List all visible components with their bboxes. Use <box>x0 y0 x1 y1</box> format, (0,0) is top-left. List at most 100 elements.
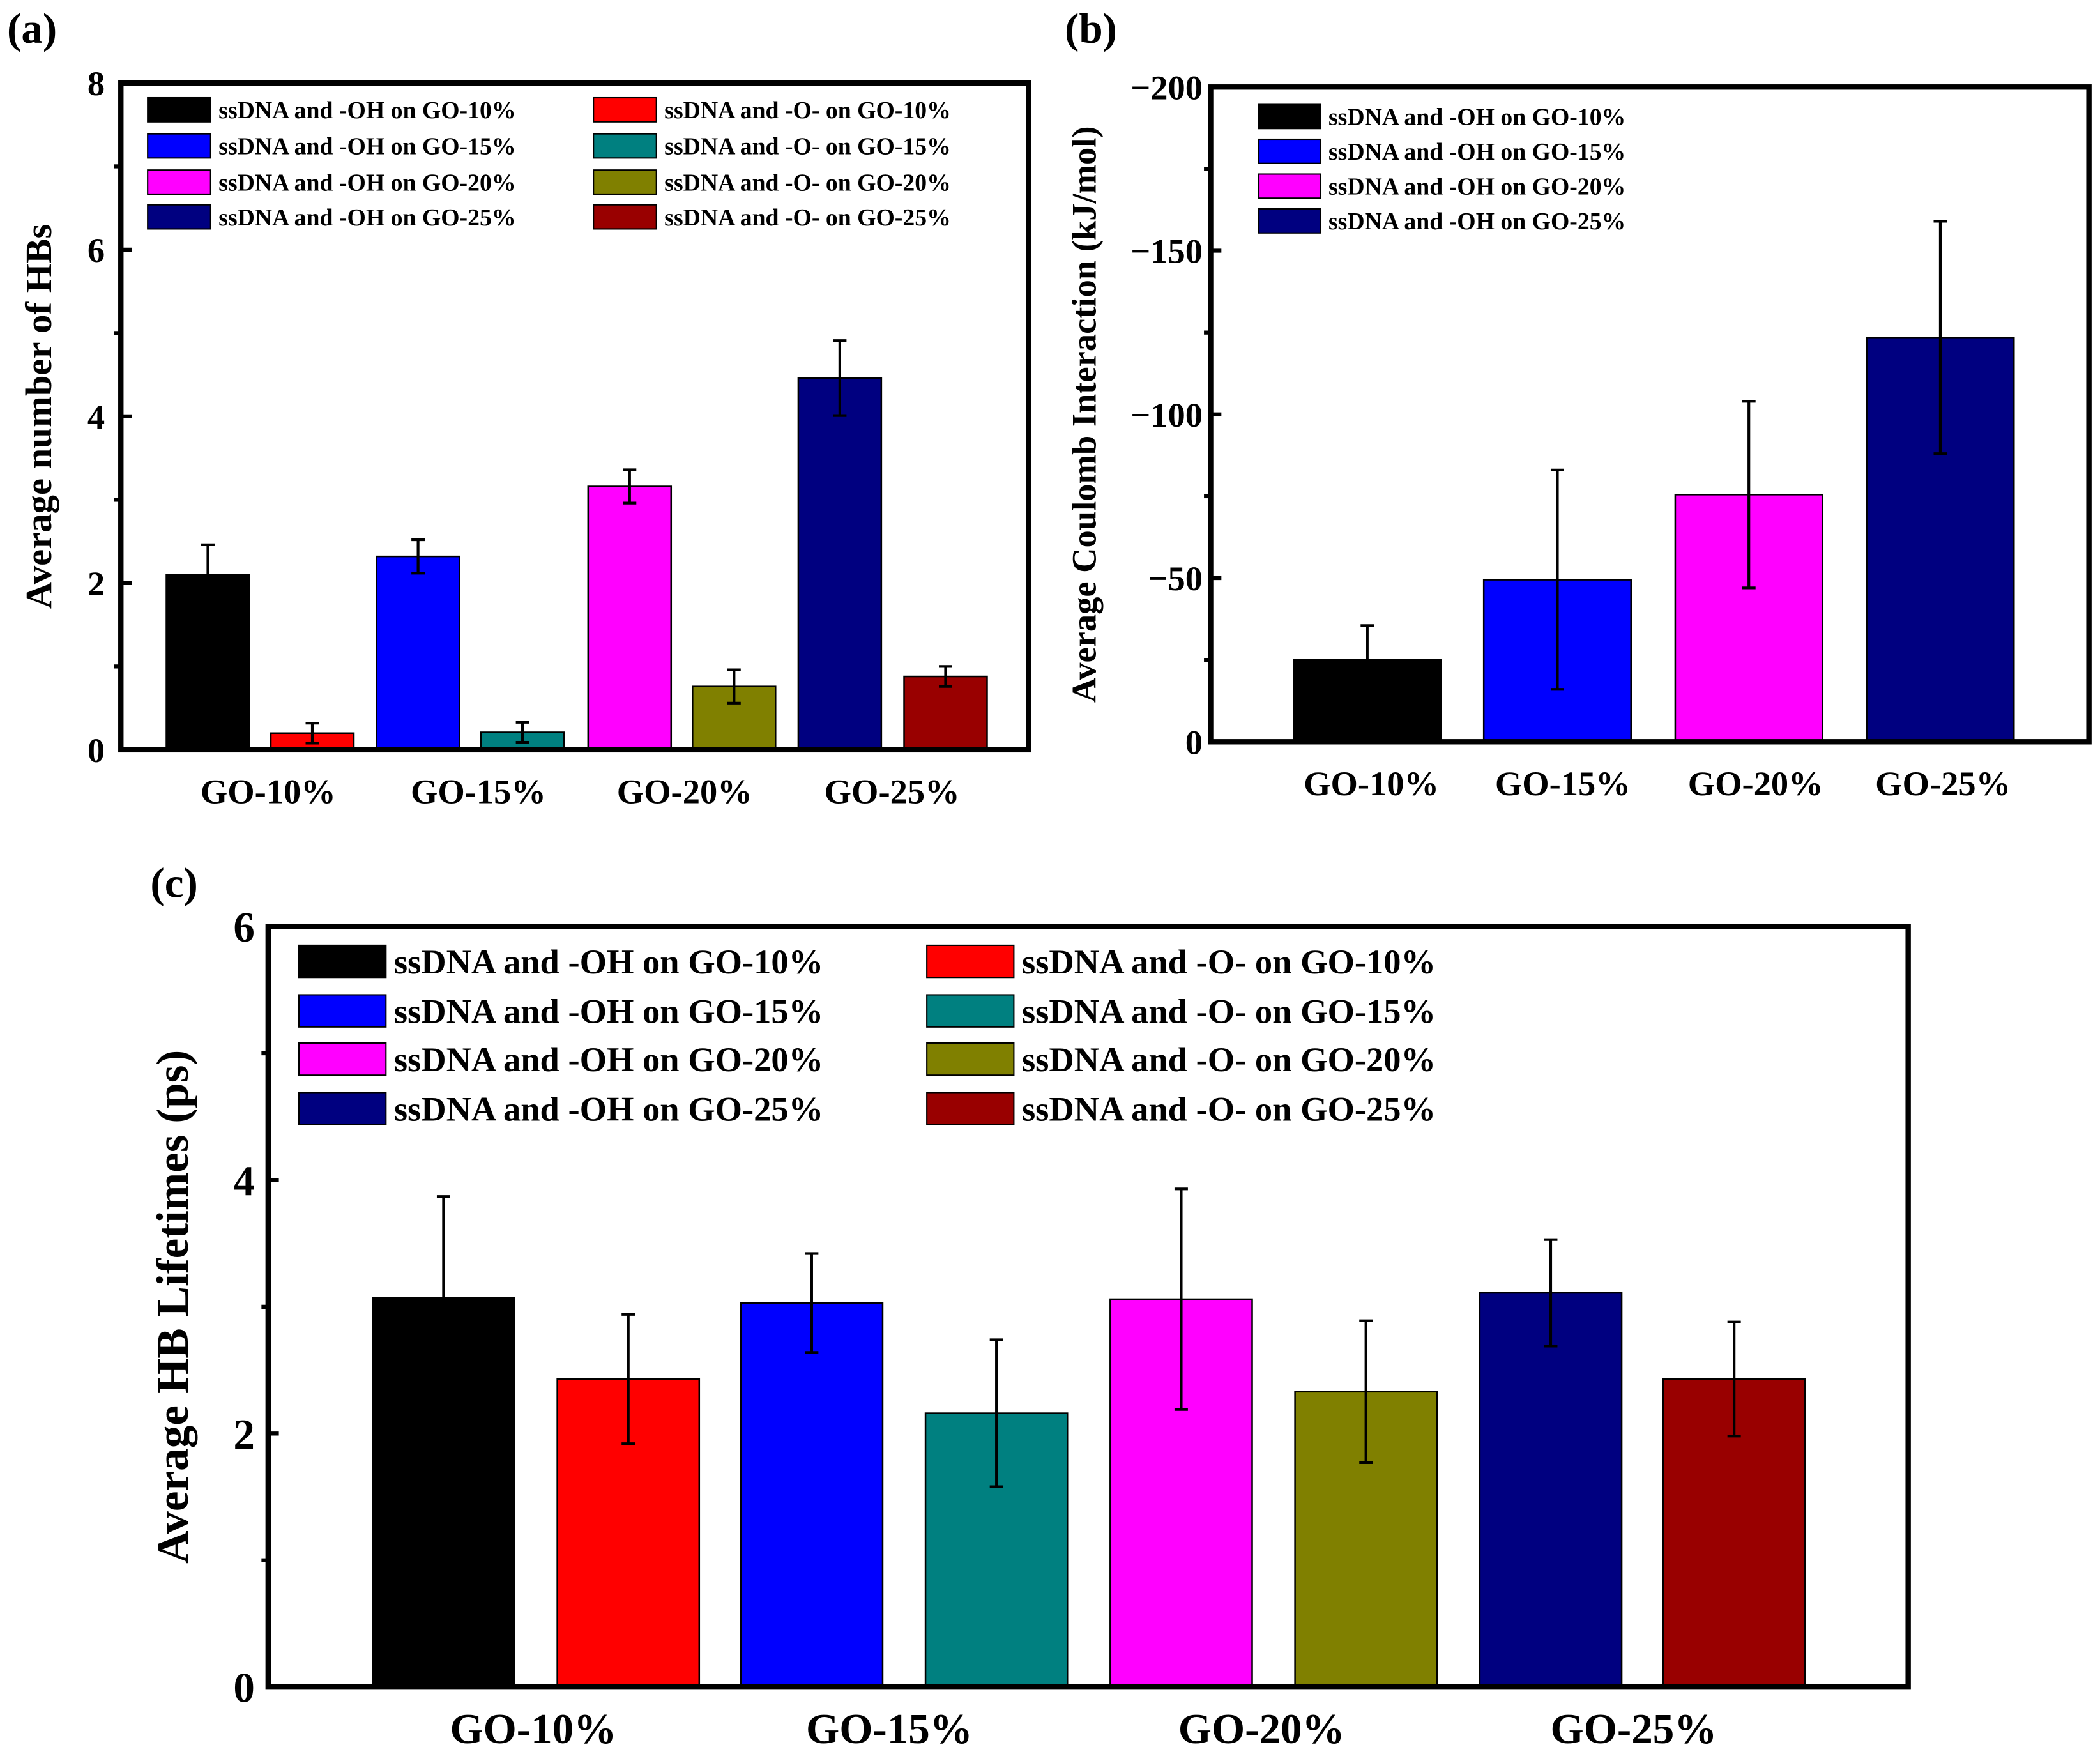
bar-ssdna-and-oh-on-go-25- <box>797 377 883 751</box>
y-axis-label: Average Coulomb Interaction (kJ/mol) <box>1064 126 1103 703</box>
legend-swatch <box>147 96 211 123</box>
y-tick-label: 6 <box>233 903 255 951</box>
error-bar <box>623 468 637 505</box>
error-bar <box>833 339 847 417</box>
x-category-label: GO-20% <box>1688 764 1823 803</box>
legend-item: ssDNA and -OH on GO-25% <box>298 1090 823 1129</box>
legend-item: ssDNA and -OH on GO-20% <box>147 169 516 196</box>
y-tick-label: −100 <box>1130 395 1203 434</box>
error-bar <box>436 1195 450 1401</box>
y-tick-label: 6 <box>88 231 105 270</box>
y-tick-label: 2 <box>88 564 105 603</box>
y-tick-label: 0 <box>1185 722 1203 761</box>
y-tick-label: −150 <box>1130 232 1203 271</box>
legend: ssDNA and -OH on GO-10% ssDNA and -OH on … <box>1258 103 1625 235</box>
error-bar <box>1742 400 1756 590</box>
x-category-label: GO-10% <box>450 1705 616 1753</box>
x-category-label: GO-15% <box>411 772 546 811</box>
legend-swatch <box>593 133 657 159</box>
legend-swatch <box>298 944 387 979</box>
error-bar <box>621 1313 635 1445</box>
legend-item: ssDNA and -OH on GO-20% <box>298 1040 823 1079</box>
legend-item: ssDNA and -OH on GO-10% <box>147 96 516 124</box>
bar-ssdna-and-o-on-go-25- <box>903 675 988 751</box>
legend-item: ssDNA and -O- on GO-10% <box>926 942 1436 981</box>
legend-label: ssDNA and -O- on GO-25% <box>664 204 951 231</box>
legend-label: ssDNA and -OH on GO-20% <box>394 1040 823 1079</box>
x-category-label: GO-15% <box>806 1705 973 1753</box>
bar-ssdna-and-oh-on-go-15- <box>740 1302 884 1688</box>
legend-label: ssDNA and -O- on GO-15% <box>664 133 951 160</box>
x-category-label: GO-25% <box>1551 1705 1717 1753</box>
legend-item: ssDNA and -O- on GO-25% <box>593 204 951 231</box>
legend-item: ssDNA and -OH on GO-20% <box>1258 173 1625 201</box>
legend-swatch <box>926 1092 1015 1125</box>
legend-item: ssDNA and -OH on GO-15% <box>1258 138 1625 165</box>
legend-swatch <box>1258 138 1321 164</box>
error-bar <box>1174 1187 1188 1411</box>
legend-swatch <box>593 169 657 195</box>
y-tick-label: 4 <box>233 1157 255 1205</box>
x-category-label: GO-20% <box>1178 1705 1345 1753</box>
x-category-label: GO-25% <box>1875 764 2011 803</box>
bar-ssdna-and-oh-on-go-20- <box>587 485 673 751</box>
legend-item: ssDNA and -OH on GO-10% <box>298 942 823 981</box>
legend-label: ssDNA and -OH on GO-25% <box>394 1090 823 1129</box>
error-bar <box>989 1338 1003 1488</box>
bar-ssdna-and-oh-on-go-25- <box>1479 1292 1623 1688</box>
error-bar <box>1727 1320 1741 1438</box>
legend-label: ssDNA and -O- on GO-15% <box>1022 992 1436 1031</box>
panel-label-b: (b) <box>1065 4 1117 52</box>
error-bar <box>515 721 529 744</box>
x-category-label: GO-10% <box>201 772 336 811</box>
error-bar <box>1359 1319 1373 1465</box>
legend-label: ssDNA and -O- on GO-25% <box>1022 1090 1436 1129</box>
legend-item: ssDNA and -O- on GO-15% <box>926 992 1436 1031</box>
error-bar <box>1933 220 1947 455</box>
error-bar <box>727 668 741 705</box>
legend-item: ssDNA and -OH on GO-15% <box>298 992 823 1031</box>
x-category-label: GO-25% <box>825 772 960 811</box>
legend-label: ssDNA and -OH on GO-15% <box>1328 139 1625 165</box>
legend-item: ssDNA and -O- on GO-20% <box>593 169 951 196</box>
x-category-label: GO-10% <box>1304 764 1439 803</box>
chart-b-coulomb: 0 −50 −100 −150 −200 GO-10% GO-15% GO-20% GO-25%… <box>1064 68 2092 803</box>
error-bar <box>1550 468 1564 691</box>
y-tick-label: 8 <box>88 64 105 103</box>
legend-swatch <box>147 169 211 195</box>
error-bar <box>1544 1238 1558 1348</box>
panel-label-a: (a) <box>7 4 57 52</box>
legend: ssDNA and -OH on GO-10% ssDNA and -O- on … <box>298 942 1436 1129</box>
error-bar <box>1360 624 1374 696</box>
legend-label: ssDNA and -OH on GO-20% <box>218 169 515 196</box>
legend-label: ssDNA and -OH on GO-15% <box>218 133 515 160</box>
legend-label: ssDNA and -OH on GO-10% <box>1328 104 1625 131</box>
error-bar <box>411 538 425 575</box>
legend-item: ssDNA and -OH on GO-10% <box>1258 103 1625 131</box>
y-tick-label: 4 <box>88 397 105 436</box>
panel-label-c: (c) <box>150 858 197 906</box>
y-tick-label: 2 <box>233 1410 255 1458</box>
chart-a-hb-count: 0 2 4 6 8 GO-10% GO-15% GO-20% GO-25% Average num… <box>18 64 1031 811</box>
bar-ssdna-and-oh-on-go-15- <box>376 555 460 751</box>
legend-item: ssDNA and -O- on GO-25% <box>926 1090 1436 1129</box>
legend-swatch <box>147 133 211 159</box>
x-category-label: GO-20% <box>617 772 752 811</box>
error-bar <box>305 722 319 745</box>
legend-swatch <box>593 96 657 123</box>
y-axis-label: Average HB Lifetimes (ps) <box>148 1050 198 1564</box>
legend-swatch <box>926 1042 1015 1076</box>
y-axis-label: Average number of HBs <box>18 224 59 609</box>
legend-label: ssDNA and -O- on GO-10% <box>1022 942 1436 981</box>
legend-item: ssDNA and -O- on GO-20% <box>926 1040 1436 1079</box>
legend-label: ssDNA and -O- on GO-20% <box>664 169 951 196</box>
legend-label: ssDNA and -OH on GO-15% <box>394 992 823 1031</box>
x-category-label: GO-15% <box>1495 764 1631 803</box>
legend-swatch <box>1258 103 1321 130</box>
legend-swatch <box>926 994 1015 1028</box>
error-bar <box>805 1252 819 1354</box>
legend-swatch <box>298 994 387 1028</box>
legend-swatch <box>298 1092 387 1125</box>
legend-swatch <box>147 204 211 230</box>
